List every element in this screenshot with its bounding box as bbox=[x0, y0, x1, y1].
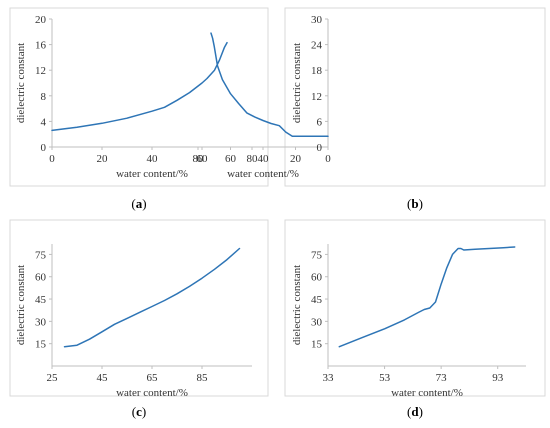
panel-label-letter: c bbox=[136, 404, 142, 419]
x-tick-label: 45 bbox=[97, 372, 109, 384]
series-line bbox=[210, 32, 329, 138]
y-tick-label: 15 bbox=[35, 339, 47, 351]
panel-label: (b) bbox=[407, 196, 423, 211]
y-tick-label: 20 bbox=[35, 14, 47, 26]
y-tick-label: 12 bbox=[311, 91, 322, 103]
y-tick-label: 30 bbox=[311, 14, 323, 26]
x-axis-title: water content/% bbox=[116, 387, 188, 399]
y-axis-title: dielectric constant bbox=[15, 43, 27, 123]
y-tick-label: 75 bbox=[311, 249, 323, 261]
chart-panel-c: 25 45 65 85 15 30 45 60 75 water content/% dielect… bbox=[9, 219, 269, 399]
panel-frame bbox=[9, 219, 269, 397]
series-line bbox=[51, 41, 228, 132]
y-axis-title: dielectric constant bbox=[291, 265, 303, 345]
panel-label-paren-close: ) bbox=[142, 404, 146, 419]
x-tick-label: 20 bbox=[97, 153, 109, 165]
y-tick-label: 75 bbox=[35, 249, 47, 261]
y-axis-title: dielectric constant bbox=[15, 265, 27, 345]
x-tick-label: 60 bbox=[225, 153, 237, 165]
x-tick-label: 80 bbox=[247, 153, 259, 165]
x-axis-title: water content/% bbox=[391, 387, 463, 399]
x-tick-label: 25 bbox=[47, 372, 59, 384]
panel-label-paren-close: ) bbox=[142, 196, 146, 211]
panel-label-paren-close: ) bbox=[419, 404, 423, 419]
x-tick-label: 73 bbox=[436, 372, 448, 384]
y-tick-label: 0 bbox=[317, 142, 323, 154]
panel-label: (a) bbox=[131, 196, 146, 211]
y-tick-label: 15 bbox=[311, 339, 323, 351]
panel-frame bbox=[284, 219, 546, 397]
panel-label-letter: a bbox=[136, 196, 143, 211]
x-tick-label: 65 bbox=[147, 372, 159, 384]
y-axis-title: dielectric constant bbox=[291, 43, 303, 123]
x-tick-label: 20 bbox=[290, 153, 302, 165]
y-tick-label: 30 bbox=[35, 316, 47, 328]
y-tick-label: 30 bbox=[311, 316, 323, 328]
y-tick-label: 4 bbox=[41, 116, 47, 128]
chart-panel-d: 33 53 73 93 15 30 45 60 75 water content/% dielect… bbox=[284, 219, 546, 399]
y-tick-label: 45 bbox=[311, 294, 323, 306]
panel-label: (c) bbox=[132, 404, 146, 419]
y-tick-label: 0 bbox=[41, 142, 47, 154]
panel-label-paren-open: ( bbox=[131, 196, 135, 211]
x-tick-label: 80 bbox=[193, 153, 205, 165]
x-tick-label: 40 bbox=[147, 153, 159, 165]
series-line bbox=[338, 246, 516, 348]
series-line bbox=[63, 247, 241, 348]
panel-label: (d) bbox=[407, 404, 423, 419]
panel-label-letter: d bbox=[411, 404, 419, 419]
x-tick-label: 0 bbox=[325, 153, 331, 165]
y-tick-label: 60 bbox=[35, 272, 47, 284]
x-tick-label: 60 bbox=[197, 153, 209, 165]
panel-label-paren-open: ( bbox=[407, 196, 411, 211]
y-tick-label: 12 bbox=[35, 65, 46, 77]
panel-label-paren-close: ) bbox=[419, 196, 423, 211]
y-tick-label: 6 bbox=[317, 116, 323, 128]
y-tick-label: 8 bbox=[41, 91, 47, 103]
y-tick-label: 24 bbox=[311, 40, 323, 52]
x-tick-label: 85 bbox=[197, 372, 209, 384]
panel-label-letter: b bbox=[411, 196, 418, 211]
x-tick-label: 40 bbox=[258, 153, 270, 165]
y-tick-label: 16 bbox=[35, 40, 47, 52]
x-axis-title: water content/% bbox=[116, 168, 188, 180]
y-tick-label: 45 bbox=[35, 294, 47, 306]
panel-frame bbox=[9, 7, 269, 187]
y-tick-label: 60 bbox=[311, 272, 323, 284]
x-tick-label: 53 bbox=[379, 372, 391, 384]
x-tick-label: 0 bbox=[49, 153, 55, 165]
panel-label-paren-open: ( bbox=[132, 404, 136, 419]
x-tick-label: 33 bbox=[323, 372, 335, 384]
panel-frame bbox=[284, 7, 546, 187]
panel-label-paren-open: ( bbox=[407, 404, 411, 419]
x-axis-title: water content/% bbox=[227, 168, 299, 180]
x-tick-label: 93 bbox=[492, 372, 504, 384]
y-tick-label: 18 bbox=[311, 65, 323, 77]
